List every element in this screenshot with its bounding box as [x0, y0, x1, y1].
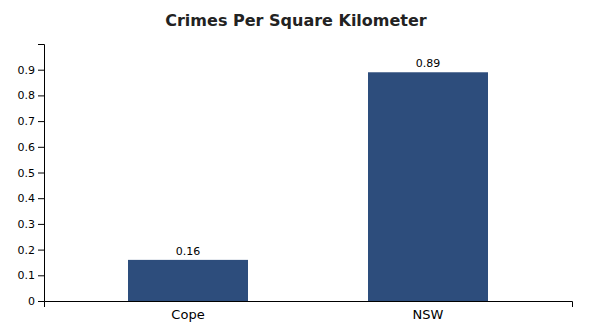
y-tick-mark	[38, 301, 44, 302]
x-axis-line	[45, 302, 573, 308]
y-tick-label: 0.8	[18, 89, 36, 102]
y-tick: 0	[28, 295, 44, 308]
x-tick: NSW	[413, 307, 444, 322]
y-tick-label: 0.1	[18, 269, 36, 282]
y-tick-label: 0	[28, 295, 35, 308]
y-tick: 0.8	[18, 89, 45, 102]
x-tick-label: Cope	[171, 307, 204, 322]
bar	[128, 260, 248, 301]
y-tick: 0.6	[18, 141, 45, 154]
y-tick-mark	[38, 224, 44, 225]
y-tick-mark	[38, 275, 44, 276]
data-label: 0.89	[416, 57, 441, 70]
plot-area: 00.10.20.30.40.50.60.70.80.9CopeNSW0.160…	[18, 45, 573, 323]
y-tick-label: 0.6	[18, 141, 36, 154]
bar	[368, 72, 488, 301]
chart-container: Crimes Per Square Kilometer 0 0.1 0.2 0.3 0.4…	[0, 0, 592, 333]
y-tick-label: 0.4	[18, 192, 36, 205]
x-tick: Cope	[171, 307, 204, 322]
y-tick-label: 0.7	[18, 115, 36, 128]
data-label: 0.16	[176, 245, 201, 258]
y-tick: 0.7	[18, 115, 45, 128]
bars	[128, 72, 488, 301]
y-tick-mark	[38, 173, 44, 174]
chart-title: Crimes Per Square Kilometer	[165, 11, 427, 30]
y-tick: 0.2	[18, 244, 45, 257]
y-tick: 0.9	[18, 64, 45, 77]
y-axis-line	[38, 45, 45, 302]
y-tick-mark	[38, 250, 44, 251]
y-tick: 0.3	[18, 218, 45, 231]
x-tick-label: NSW	[413, 307, 444, 322]
y-tick-mark	[38, 95, 44, 96]
y-tick-label: 0.9	[18, 64, 36, 77]
chart-svg: Crimes Per Square Kilometer 0 0.1 0.2 0.3 0.4…	[0, 0, 592, 333]
y-tick-mark	[38, 147, 44, 148]
y-tick-mark	[38, 121, 44, 122]
data-labels: 0.16 0.89	[176, 57, 441, 258]
y-axis: 0 0.1 0.2 0.3 0.4 0.5 0.6 0.7 0.8 0.9	[18, 45, 45, 309]
x-axis: Cope NSW	[45, 302, 573, 323]
y-tick-label: 0.5	[18, 167, 36, 180]
y-tick-mark	[38, 198, 44, 199]
y-tick-mark	[38, 70, 44, 71]
y-tick: 0.4	[18, 192, 45, 205]
y-tick-label: 0.3	[18, 218, 36, 231]
y-tick: 0.1	[18, 269, 45, 282]
y-tick-label: 0.2	[18, 244, 36, 257]
y-tick: 0.5	[18, 167, 45, 180]
